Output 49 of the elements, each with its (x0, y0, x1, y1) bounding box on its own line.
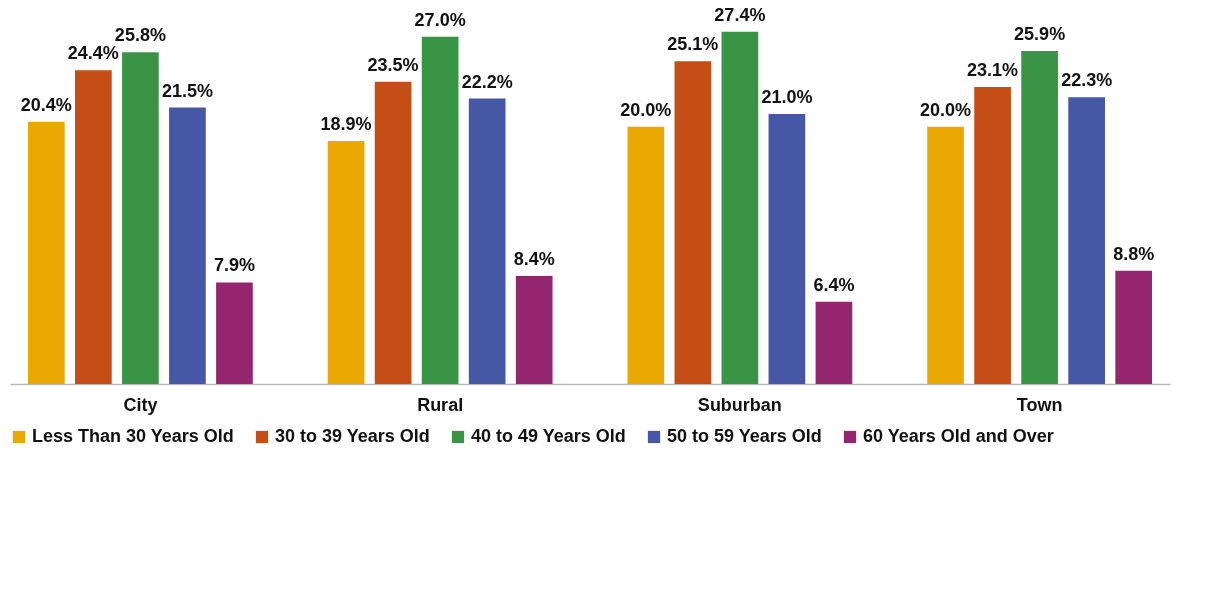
data-label: 20.4% (20, 94, 72, 115)
bar (468, 98, 506, 384)
bar (721, 31, 759, 384)
bar (1115, 270, 1153, 384)
data-label: 7.9% (213, 255, 255, 276)
data-label: 21.0% (761, 87, 813, 107)
bar (815, 301, 853, 384)
bar (1068, 97, 1105, 384)
bar (169, 107, 206, 384)
bar (27, 121, 65, 384)
legend-label: Less Than 30 Years Old (32, 426, 234, 446)
x-tick-label: Suburban (697, 394, 782, 415)
x-tick-label: City (123, 394, 158, 415)
data-label: 18.9% (320, 114, 372, 134)
data-label: 23.1% (967, 60, 1019, 80)
bar (927, 126, 964, 384)
bar (75, 70, 112, 384)
bar (216, 282, 253, 384)
data-label: 20.0% (620, 99, 672, 120)
data-label: 8.8% (1113, 243, 1155, 264)
data-label: 24.4% (67, 43, 119, 64)
bar (122, 52, 159, 384)
data-label: 22.2% (461, 71, 513, 92)
data-label: 23.5% (367, 54, 419, 75)
data-label: 22.3% (1061, 70, 1113, 91)
legend-label: 60 Years Old and Over (863, 426, 1054, 446)
data-label: 21.5% (161, 80, 213, 101)
legend-label: 50 to 59 Years Old (667, 426, 822, 446)
bar (768, 114, 806, 384)
bar (327, 141, 365, 384)
bar (421, 36, 459, 384)
bar (674, 61, 712, 384)
data-label: 6.4% (813, 274, 855, 295)
x-tick-label: Town (1016, 394, 1063, 415)
data-label: 25.8% (114, 25, 166, 46)
legend-label: 30 to 39 Years Old (275, 426, 430, 446)
bar (627, 126, 665, 384)
data-label: 25.9% (1014, 24, 1066, 44)
legend-label: 40 to 49 Years Old (471, 426, 626, 446)
bar (974, 87, 1011, 384)
data-label: 27.4% (714, 4, 766, 25)
data-label: 27.0% (414, 9, 466, 30)
data-label: 8.4% (513, 249, 555, 269)
bar (1021, 51, 1058, 384)
data-label: 20.0% (920, 99, 972, 120)
bar (374, 81, 412, 384)
x-tick-label: Rural (417, 394, 464, 415)
bar (515, 276, 553, 384)
data-label: 25.1% (667, 34, 719, 55)
